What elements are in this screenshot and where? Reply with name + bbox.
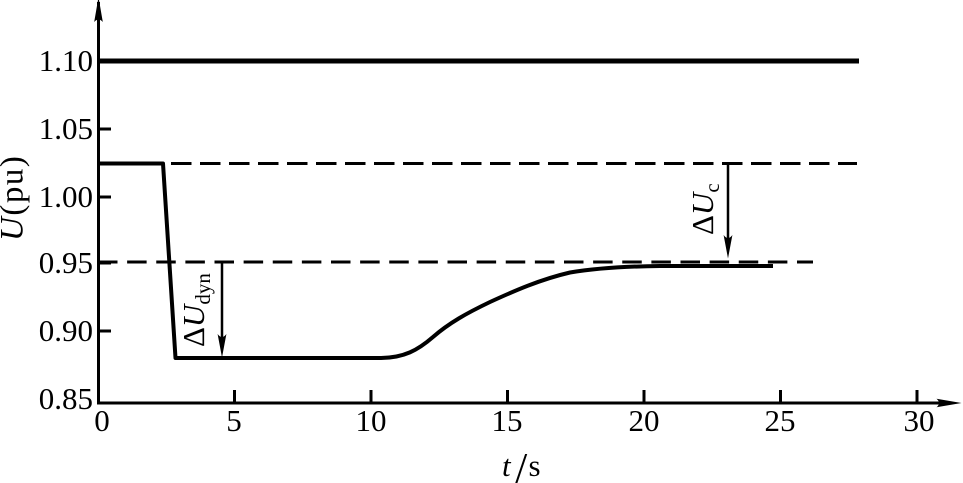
svg-text:s: s — [529, 448, 541, 483]
svg-text:20: 20 — [629, 403, 660, 438]
svg-text:30: 30 — [904, 403, 935, 438]
svg-text:0.95: 0.95 — [39, 245, 93, 280]
svg-text:1.00: 1.00 — [39, 179, 93, 214]
svg-text:5: 5 — [226, 403, 242, 438]
svg-text:t: t — [502, 448, 512, 483]
svg-text:0.85: 0.85 — [39, 381, 93, 416]
svg-text:1.10: 1.10 — [39, 43, 93, 78]
svg-text:/: / — [515, 444, 528, 483]
svg-text:0: 0 — [94, 403, 110, 438]
svg-text:ΔUdyn: ΔUdyn — [176, 273, 215, 347]
svg-text:U(pu): U(pu) — [0, 155, 31, 241]
svg-text:1.05: 1.05 — [39, 111, 93, 146]
svg-text:0.90: 0.90 — [39, 313, 93, 348]
svg-text:ΔUc: ΔUc — [685, 183, 724, 235]
svg-text:15: 15 — [492, 403, 523, 438]
svg-text:10: 10 — [356, 403, 387, 438]
svg-text:25: 25 — [765, 403, 796, 438]
